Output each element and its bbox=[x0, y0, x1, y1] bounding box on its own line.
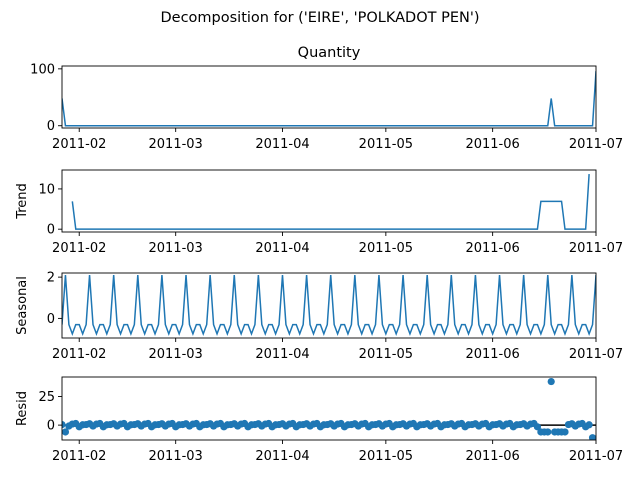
observed-xtick-label: 2011-04 bbox=[255, 137, 309, 152]
trend-xtick-label: 2011-02 bbox=[52, 241, 106, 256]
resid-axes-frame bbox=[61, 376, 597, 441]
trend-axes-frame bbox=[61, 169, 597, 233]
resid-ylabel: Resid bbox=[15, 391, 30, 426]
seasonal-xtick-label: 2011-07 bbox=[569, 347, 623, 362]
seasonal-xtick-label: 2011-04 bbox=[255, 347, 309, 362]
seasonal-axes-frame bbox=[61, 272, 597, 339]
resid-point bbox=[62, 428, 70, 436]
trend-xtick-label: 2011-04 bbox=[255, 241, 309, 256]
resid-xtick-label: 2011-05 bbox=[359, 449, 413, 464]
seasonal-xtick-label: 2011-02 bbox=[52, 347, 106, 362]
resid-xtick-label: 2011-06 bbox=[465, 449, 519, 464]
resid-ytick-label: 0 bbox=[47, 419, 55, 434]
seasonal-series bbox=[62, 275, 596, 337]
observed-ytick-label: 0 bbox=[47, 119, 55, 134]
seasonal-xtick-label: 2011-03 bbox=[149, 347, 203, 362]
observed-xtick-label: 2011-03 bbox=[149, 137, 203, 152]
seasonal-ylabel: Seasonal bbox=[15, 276, 30, 335]
trend-ylabel: Trend bbox=[15, 183, 30, 220]
seasonal-xtick-label: 2011-05 bbox=[359, 347, 413, 362]
seasonal-ytick-label: 0 bbox=[47, 312, 55, 327]
observed-xtick-label: 2011-05 bbox=[359, 137, 413, 152]
resid-point bbox=[561, 428, 569, 436]
resid-ytick-label: 25 bbox=[38, 390, 55, 405]
resid-xtick-label: 2011-02 bbox=[52, 449, 106, 464]
seasonal-ytick-label: 2 bbox=[47, 271, 55, 286]
trend-ytick-label: 0 bbox=[47, 223, 55, 238]
trend-xtick-label: 2011-07 bbox=[569, 241, 623, 256]
trend-xtick-label: 2011-03 bbox=[149, 241, 203, 256]
observed-ytick-label: 100 bbox=[30, 62, 55, 77]
panel-trend: 0 10 2011-02 2011-03 2011-04 2011-05 2011-06 20… bbox=[15, 169, 623, 256]
observed-line bbox=[62, 71, 596, 127]
observed-xtick-label: 2011-02 bbox=[52, 137, 106, 152]
trend-line bbox=[71, 173, 590, 230]
resid-point bbox=[544, 428, 552, 436]
resid-point bbox=[588, 434, 596, 440]
resid-point bbox=[62, 420, 66, 429]
observed-xtick-label: 2011-07 bbox=[569, 137, 623, 152]
resid-xtick-label: 2011-04 bbox=[255, 449, 309, 464]
seasonal-line bbox=[62, 275, 596, 337]
resid-point bbox=[585, 421, 593, 429]
trend-series bbox=[71, 173, 590, 230]
trend-xtick-label: 2011-06 bbox=[465, 241, 519, 256]
observed-axes-frame bbox=[61, 65, 597, 129]
figure-title: Decomposition for ('EIRE', 'POLKADOT PEN… bbox=[161, 10, 480, 26]
resid-xtick-label: 2011-03 bbox=[149, 449, 203, 464]
panel-seasonal: 0 2 2011-02 2011-03 2011-04 2011-05 2011-06 201… bbox=[15, 271, 623, 362]
panel-observed: 0 100 2011-02 2011-03 2011-04 2011-05 2011-06 2… bbox=[30, 45, 623, 152]
resid-xtick-label: 2011-07 bbox=[569, 449, 623, 464]
resid-point bbox=[547, 377, 555, 386]
panel-title: Quantity bbox=[298, 45, 361, 61]
observed-xtick-label: 2011-06 bbox=[465, 137, 519, 152]
seasonal-xtick-label: 2011-06 bbox=[465, 347, 519, 362]
resid-series bbox=[62, 377, 596, 440]
trend-ytick-label: 10 bbox=[38, 182, 55, 197]
panel-resid: 0 25 2011-02 2011-03 2011-04 2011-05 2011-06 20… bbox=[15, 376, 623, 464]
trend-xtick-label: 2011-05 bbox=[359, 241, 413, 256]
resid-point bbox=[533, 423, 542, 431]
observed-series bbox=[62, 71, 596, 127]
